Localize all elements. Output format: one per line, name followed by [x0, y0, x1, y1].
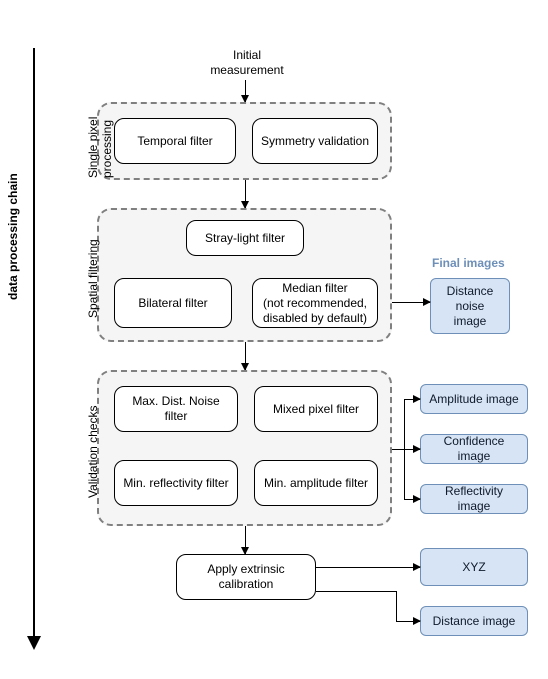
connector-line — [392, 449, 404, 450]
box-mixed-pixel: Mixed pixel filter — [254, 386, 378, 432]
arrow-right-icon — [316, 567, 420, 568]
output-confidence: Confidence image — [420, 434, 528, 464]
connector-line — [396, 591, 397, 621]
arrow-right-icon — [404, 449, 420, 450]
output-distance-noise: Distancenoiseimage — [430, 278, 510, 334]
arrow-down-icon — [245, 80, 246, 102]
box-max-dist-noise: Max. Dist. Noise filter — [114, 386, 238, 432]
arrow-down-icon — [245, 342, 246, 370]
arrow-right-icon — [404, 399, 420, 400]
box-symmetry-validation: Symmetry validation — [252, 118, 378, 164]
diagram-root: data processing chain Initialmeasurement… — [0, 0, 548, 679]
group-single-pixel-label: Single pixelprocessing — [86, 117, 114, 178]
output-amplitude: Amplitude image — [420, 384, 528, 414]
output-xyz: XYZ — [420, 548, 528, 586]
arrow-right-icon — [404, 499, 420, 500]
box-median-filter: Median filter(not recommended,disabled b… — [252, 278, 378, 328]
arrow-down-icon — [245, 526, 246, 554]
output-distance: Distance image — [420, 606, 528, 636]
chain-arrow-line — [33, 48, 35, 640]
box-min-reflectivity: Min. reflectivity filter — [114, 460, 238, 506]
arrow-right-icon — [392, 302, 430, 303]
connector-line — [316, 591, 396, 592]
chain-label: data processing chain — [6, 173, 20, 300]
group-validation-checks-label: Validation checks — [86, 406, 100, 499]
arrow-right-icon — [396, 621, 420, 622]
initial-measurement-label: Initialmeasurement — [202, 48, 292, 78]
box-bilateral-filter: Bilateral filter — [114, 278, 232, 328]
box-extrinsic-calibration: Apply extrinsiccalibration — [176, 554, 316, 600]
box-temporal-filter: Temporal filter — [114, 118, 236, 164]
box-straylight-filter: Stray-light filter — [186, 220, 304, 256]
box-min-amplitude: Min. amplitude filter — [254, 460, 378, 506]
group-spatial-filtering-label: Spatial filtering — [86, 239, 100, 318]
final-images-title: Final images — [432, 256, 505, 270]
chain-arrow-head-icon — [27, 636, 41, 650]
arrow-down-icon — [245, 180, 246, 208]
output-reflectivity: Reflectivity image — [420, 484, 528, 514]
